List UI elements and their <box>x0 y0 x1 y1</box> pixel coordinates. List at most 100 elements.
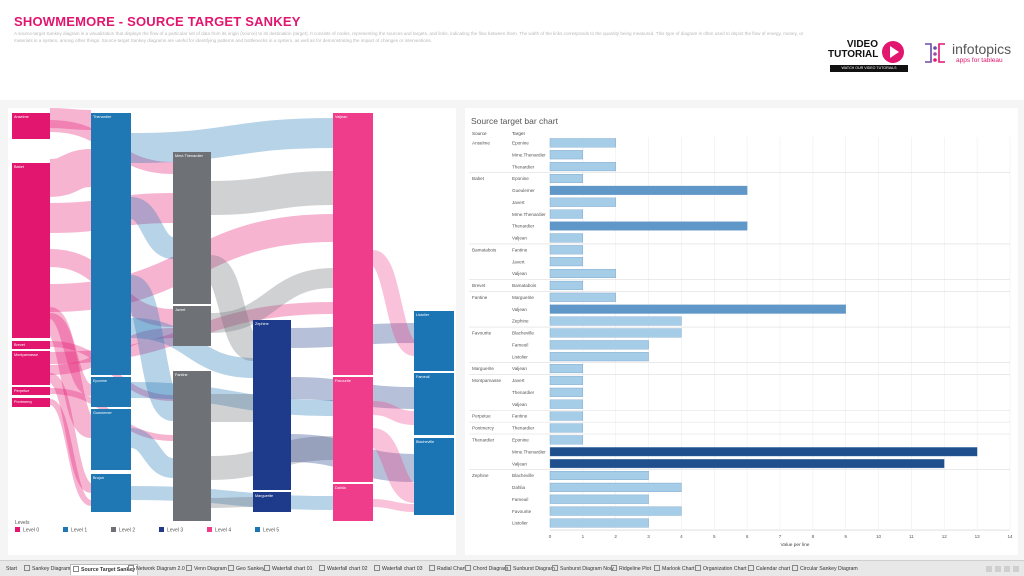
table-row[interactable]: Perpetue Fantine <box>472 411 584 421</box>
sankey-node-montparnasse[interactable]: Montparnasse <box>12 351 50 385</box>
bar[interactable] <box>549 364 584 374</box>
sankey-node-bar[interactable] <box>173 152 211 304</box>
sankey-link[interactable] <box>210 268 334 333</box>
tab-nav-next-icon[interactable] <box>1004 566 1010 572</box>
table-row[interactable]: Thenardier <box>512 387 584 397</box>
bar[interactable] <box>549 411 584 421</box>
table-row[interactable]: Thenardier <box>512 221 748 231</box>
sankey-node-marguerite[interactable]: Marguerite <box>253 492 291 512</box>
sankey-node-bar[interactable] <box>12 351 50 385</box>
tab-nav-first-icon[interactable] <box>986 566 992 572</box>
bar[interactable] <box>549 459 945 469</box>
sankey-node-bar[interactable] <box>414 438 454 515</box>
sankey-diagram[interactable]: Anselme Babet Brevet Montparnasse Perpetue Po… <box>8 108 456 555</box>
tab-calendar-chart[interactable]: Calendar chart <box>748 564 790 575</box>
bar[interactable] <box>549 185 748 195</box>
sankey-link[interactable] <box>124 275 180 421</box>
tab-network-diagram-2-0[interactable]: Network Diagram 2.0 <box>128 564 185 575</box>
tab-ridgeline-plot[interactable]: Ridgeline Plot <box>611 564 651 575</box>
sankey-link[interactable] <box>129 428 175 478</box>
table-row[interactable]: Valjean <box>512 269 616 279</box>
table-row[interactable]: Mme.Thenardier <box>512 447 978 457</box>
sankey-node-babet[interactable]: Babet <box>12 163 50 338</box>
bar[interactable] <box>549 257 584 267</box>
table-row[interactable]: Fantine Marguerite <box>472 292 616 302</box>
table-row[interactable]: Montparnasse Javert <box>472 375 584 385</box>
sankey-link[interactable] <box>46 313 95 438</box>
bar[interactable] <box>549 494 649 504</box>
sankey-node-dahlia[interactable]: Dahlia <box>333 484 373 521</box>
tab-circular-sankey-diagram[interactable]: Circular Sankey Diagram <box>792 564 858 575</box>
bar[interactable] <box>549 138 616 148</box>
sankey-link[interactable] <box>48 307 93 396</box>
table-row[interactable]: Anselme Eponine <box>472 138 616 148</box>
sankey-node-bar[interactable] <box>91 474 131 512</box>
tab-waterfall-chart-03[interactable]: Waterfall chart 03 <box>374 564 422 575</box>
bar[interactable] <box>549 245 584 255</box>
tab-sunburst-diagram[interactable]: Sunburst Diagram <box>505 564 555 575</box>
table-row[interactable]: Bamatabois Fantine <box>472 245 584 255</box>
sankey-link[interactable] <box>49 108 92 130</box>
table-row[interactable]: Dahlia <box>512 482 682 492</box>
sankey-node-mmethenardier[interactable]: Mme.Thenardier <box>173 152 211 304</box>
table-row[interactable]: Brevet Bamatabois <box>472 280 584 290</box>
table-row[interactable]: Babet Eponine <box>472 173 584 183</box>
tab-sankey-diagram[interactable]: Sankey Diagram <box>24 564 70 575</box>
bar[interactable] <box>549 423 584 433</box>
tab-waterfall-chart-02[interactable]: Waterfall chart 02 <box>319 564 367 575</box>
tab-nav-last-icon[interactable] <box>1013 566 1019 572</box>
table-row[interactable]: Mme.Thenardier <box>512 150 584 160</box>
sankey-node-bar[interactable] <box>414 373 454 435</box>
sankey-node-brujon[interactable]: Brujon <box>91 474 131 512</box>
sankey-link[interactable] <box>130 486 334 510</box>
tab-start[interactable]: Start <box>6 566 17 572</box>
tab-nav-prev-icon[interactable] <box>995 566 1001 572</box>
sankey-node-bar[interactable] <box>333 113 373 375</box>
table-row[interactable]: Valjean <box>512 459 945 469</box>
sankey-node-bar[interactable] <box>12 341 50 349</box>
sankey-node-fameuil[interactable]: Fameuil <box>414 373 454 435</box>
sankey-node-bar[interactable] <box>91 113 131 375</box>
sankey-node-javert[interactable]: Javert <box>173 306 211 346</box>
table-row[interactable]: Thenardier Eponine <box>472 435 584 445</box>
table-row[interactable]: Valjean <box>512 304 846 314</box>
bar[interactable] <box>549 340 649 350</box>
table-row[interactable]: Marguerite Valjean <box>472 364 584 374</box>
tab-chord-diagram[interactable]: Chord Diagram <box>465 564 508 575</box>
infotopics-logo[interactable]: infotopics apps for tableau <box>920 40 1011 70</box>
tab-waterfall-chart-01[interactable]: Waterfall chart 01 <box>264 564 312 575</box>
bar[interactable] <box>549 197 616 207</box>
bar[interactable] <box>549 447 978 457</box>
sankey-link[interactable] <box>130 318 254 378</box>
bar[interactable] <box>549 352 649 362</box>
sankey-node-brevet[interactable]: Brevet <box>12 341 50 349</box>
sankey-node-valjean[interactable]: Valjean <box>333 113 373 375</box>
sankey-link[interactable] <box>210 171 334 215</box>
table-row[interactable]: Gueulemer <box>512 185 748 195</box>
sankey-node-fantine[interactable]: Fantine <box>173 371 211 521</box>
table-row[interactable]: Mme.Thenardier <box>512 209 584 219</box>
sankey-link[interactable] <box>48 149 93 197</box>
table-row[interactable]: Valjean <box>512 233 584 243</box>
tab-marlook-chart[interactable]: Marlook Chart <box>654 564 695 575</box>
bar[interactable] <box>549 221 748 231</box>
sankey-node-bar[interactable] <box>333 377 373 482</box>
sankey-node-bar[interactable] <box>253 320 291 490</box>
sankey-link[interactable] <box>370 250 417 356</box>
sankey-link[interactable] <box>130 382 334 416</box>
bar[interactable] <box>549 506 682 516</box>
sankey-node-zephine[interactable]: Zephine <box>253 320 291 490</box>
sankey-node-pontmercy[interactable]: Pontmercy <box>12 398 50 407</box>
bar[interactable] <box>549 518 649 528</box>
sankey-link[interactable] <box>372 401 415 425</box>
tab-venn-diagram[interactable]: Venn Diagram <box>186 564 227 575</box>
sankey-link[interactable] <box>210 497 254 508</box>
bar[interactable] <box>549 316 682 326</box>
sankey-node-bar[interactable] <box>173 306 211 346</box>
sankey-link[interactable] <box>370 428 417 503</box>
sankey-node-gueulemer[interactable]: Gueulemer <box>91 409 131 470</box>
bar[interactable] <box>549 292 616 302</box>
table-row[interactable]: Javert <box>512 257 584 267</box>
bar[interactable] <box>549 209 584 219</box>
sankey-node-bar[interactable] <box>12 113 50 139</box>
